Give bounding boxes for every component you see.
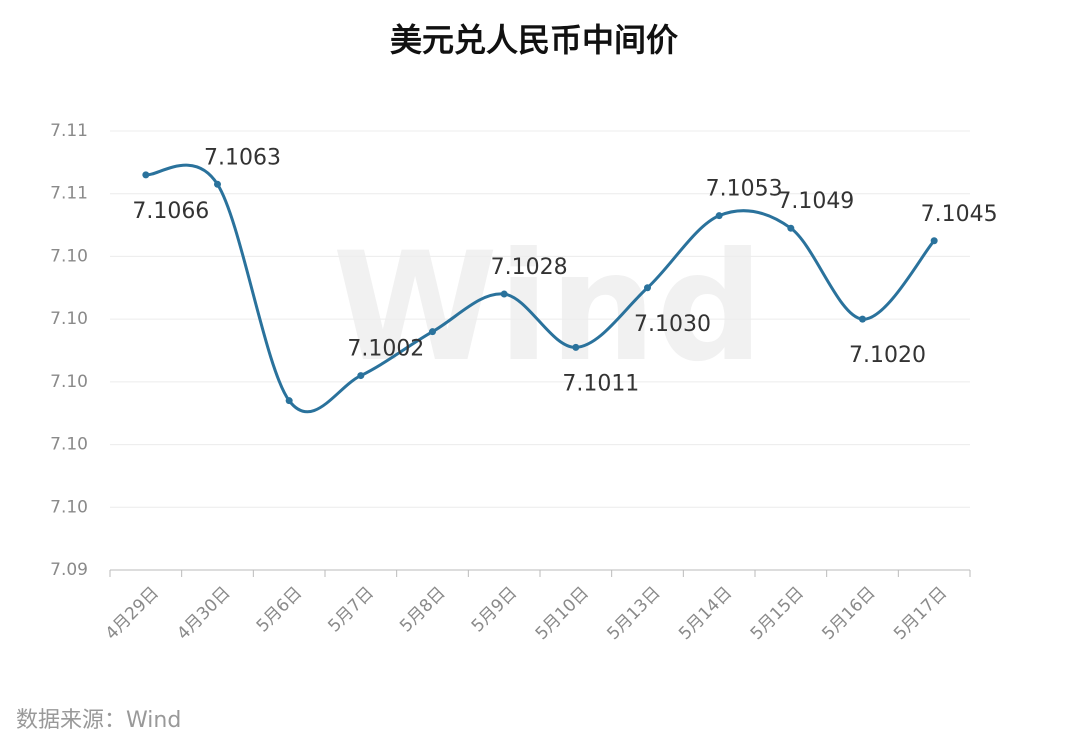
y-tick-label: 7.10 [50,435,88,455]
x-tick-label: 5月7日 [324,583,377,636]
x-tick-label: 5月15日 [747,583,808,644]
x-tick-label: 5月17日 [890,583,951,644]
value-label: 7.1066 [132,199,209,224]
chart-title: 美元兑人民币中间价 [390,21,678,59]
x-tick-label: 5月6日 [253,583,306,636]
value-label: 7.1045 [921,202,998,227]
x-tick-label: 5月16日 [818,583,879,644]
x-tick-label: 4月30日 [173,583,234,644]
x-tick-label: 5月10日 [532,583,593,644]
x-tick-label: 4月29日 [102,583,163,644]
line [145,163,936,414]
point [715,212,723,220]
point [429,328,436,336]
point [357,372,365,380]
point [859,315,866,323]
value-label: 7.1020 [849,343,926,368]
y-tick-label: 7.10 [50,497,88,517]
value-label: 7.1028 [491,255,568,280]
x-tick-label: 5月9日 [468,583,521,636]
y-tick-label: 7.11 [50,184,88,204]
point [644,284,651,292]
watermark: Wind [332,221,763,395]
point [572,343,580,351]
point [500,290,508,298]
source: 数据来源：Wind [16,708,181,733]
y-tick-label: 7.10 [50,372,88,392]
x-tick-label: 5月14日 [675,583,736,644]
point [214,180,221,188]
value-label: 7.1063 [204,145,281,170]
point [787,224,795,232]
y-tick-label: 7.09 [50,560,88,580]
y-tick-label: 7.10 [50,309,88,329]
value-label: 7.1011 [562,371,639,396]
x-tick-label: 5月13日 [603,583,664,644]
value-label: 7.1030 [634,312,711,337]
y-tick-label: 7.10 [50,246,88,266]
x-tick-label: 5月8日 [396,583,449,636]
point [930,237,938,245]
point [142,171,150,179]
point [285,397,293,405]
y-tick-label: 7.11 [50,121,88,141]
value-label: 7.1053 [706,177,783,202]
value-label: 7.1049 [777,189,854,214]
value-label: 7.1002 [347,337,424,362]
